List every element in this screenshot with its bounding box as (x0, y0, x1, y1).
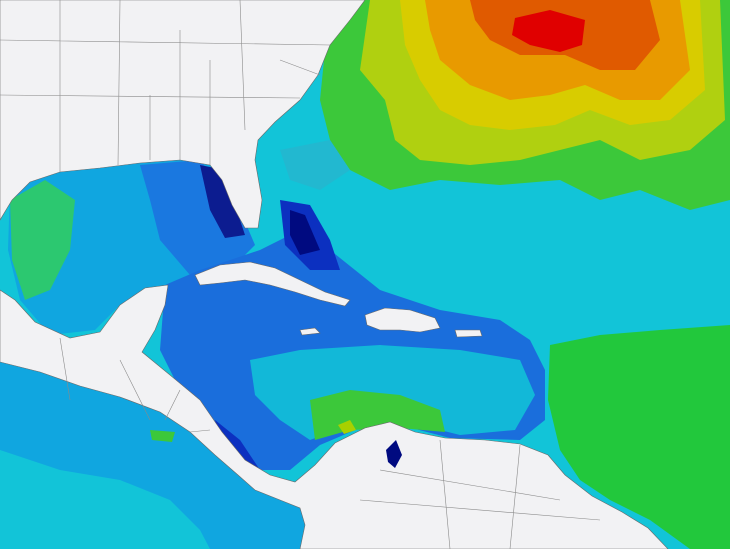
land-latin-america (0, 284, 669, 549)
gulf-navy (200, 165, 245, 238)
bahamas-navy (290, 210, 320, 255)
gulf-green (10, 180, 75, 300)
swell-green-se (548, 325, 730, 549)
island-cuba (194, 261, 351, 307)
caribbean-yellow (338, 420, 356, 434)
island-hispaniola (364, 307, 441, 333)
us-state-borders (0, 0, 331, 172)
island-jamaica (299, 327, 321, 336)
land-north-america (0, 0, 366, 229)
pacific-cyan (0, 450, 210, 549)
swell-red (512, 10, 585, 52)
country-borders (59, 337, 601, 549)
gulf-deep-blue (140, 160, 255, 275)
coastal-band (280, 140, 350, 190)
pacific-green (150, 430, 175, 442)
central-coast-blue (215, 420, 260, 470)
borders (0, 0, 601, 549)
island-puerto-rico (454, 329, 483, 338)
lake-maracaibo (386, 440, 402, 468)
